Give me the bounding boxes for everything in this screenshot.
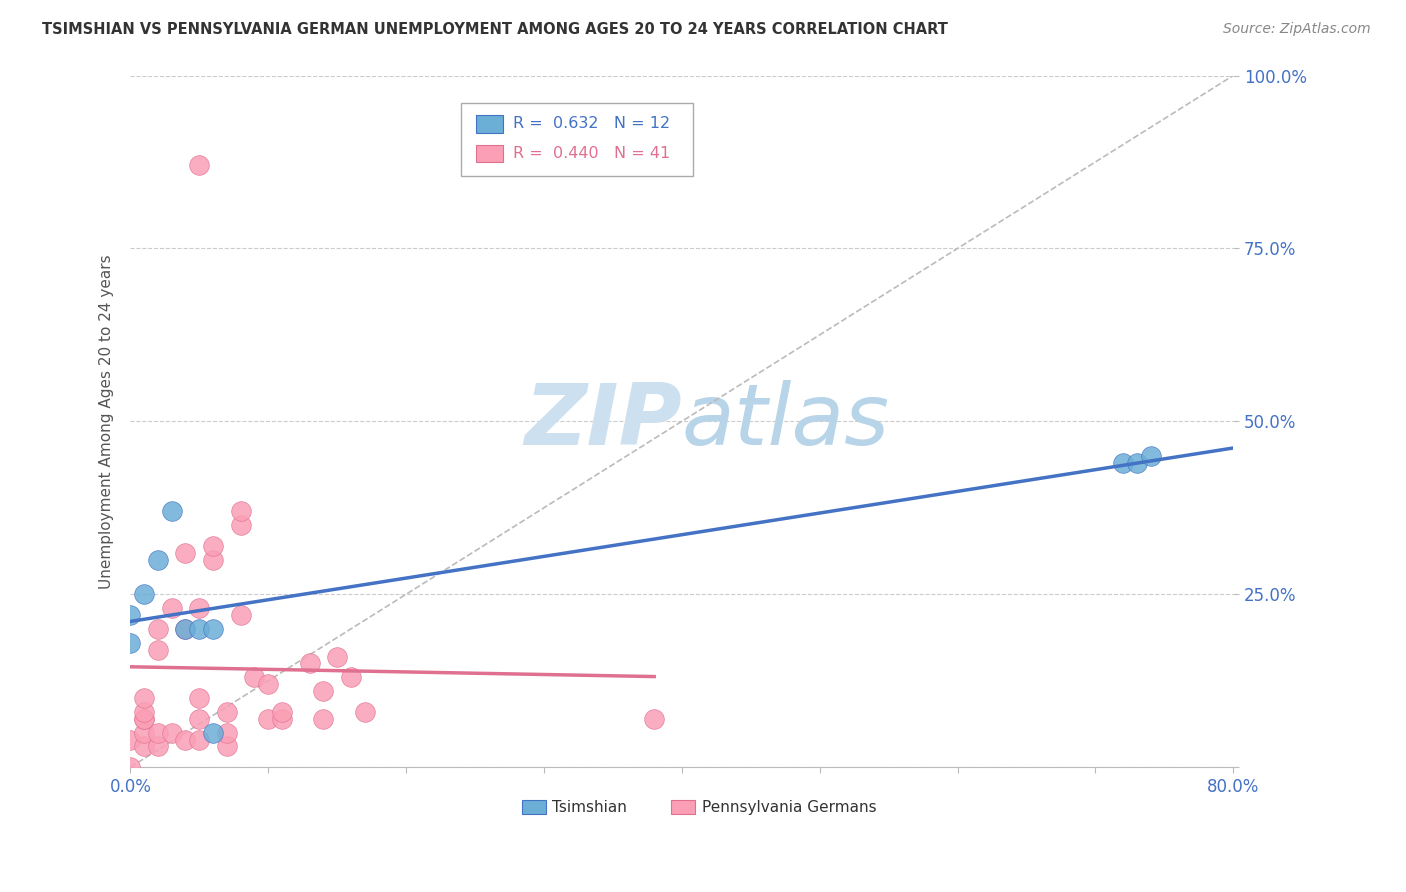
FancyBboxPatch shape <box>671 800 695 814</box>
Point <box>146 739 169 754</box>
Point <box>134 739 156 754</box>
Point <box>188 691 211 706</box>
Point <box>1112 456 1135 470</box>
Point <box>1125 456 1147 470</box>
Point <box>146 552 169 566</box>
Point <box>243 670 266 684</box>
Point <box>174 546 197 560</box>
Point <box>146 622 169 636</box>
Point <box>326 649 349 664</box>
Point <box>229 504 252 518</box>
Point <box>134 691 156 706</box>
Text: Tsimshian: Tsimshian <box>551 800 627 815</box>
FancyBboxPatch shape <box>522 800 546 814</box>
Point <box>120 608 142 623</box>
Point <box>120 636 142 650</box>
Point <box>229 608 252 623</box>
FancyBboxPatch shape <box>475 145 503 162</box>
Point <box>202 539 225 553</box>
Point <box>202 552 225 566</box>
Point <box>271 705 294 719</box>
Text: Pennsylvania Germans: Pennsylvania Germans <box>702 800 876 815</box>
Point <box>340 670 363 684</box>
Point <box>146 725 169 739</box>
Point <box>188 712 211 726</box>
Point <box>298 657 321 671</box>
Point <box>134 705 156 719</box>
FancyBboxPatch shape <box>461 103 693 176</box>
Point <box>215 725 238 739</box>
FancyBboxPatch shape <box>475 115 503 133</box>
Text: R =  0.440   N = 41: R = 0.440 N = 41 <box>513 146 671 161</box>
Point <box>188 158 211 172</box>
Point <box>146 642 169 657</box>
Point <box>188 622 211 636</box>
Point <box>188 601 211 615</box>
Point <box>160 504 183 518</box>
Point <box>174 732 197 747</box>
Point <box>134 712 156 726</box>
Point <box>174 622 197 636</box>
Point <box>188 732 211 747</box>
Point <box>1139 449 1161 463</box>
Point <box>134 587 156 601</box>
Point <box>353 705 375 719</box>
Text: atlas: atlas <box>682 380 890 463</box>
Point <box>134 712 156 726</box>
Point <box>271 712 294 726</box>
Point <box>120 732 142 747</box>
Point <box>643 712 665 726</box>
Point <box>160 601 183 615</box>
Point <box>215 705 238 719</box>
Text: TSIMSHIAN VS PENNSYLVANIA GERMAN UNEMPLOYMENT AMONG AGES 20 TO 24 YEARS CORRELAT: TSIMSHIAN VS PENNSYLVANIA GERMAN UNEMPLO… <box>42 22 948 37</box>
Text: ZIP: ZIP <box>524 380 682 463</box>
Point <box>160 725 183 739</box>
Text: Source: ZipAtlas.com: Source: ZipAtlas.com <box>1223 22 1371 37</box>
Text: R =  0.632   N = 12: R = 0.632 N = 12 <box>513 117 671 131</box>
Point <box>312 684 335 698</box>
Point <box>134 725 156 739</box>
Y-axis label: Unemployment Among Ages 20 to 24 years: Unemployment Among Ages 20 to 24 years <box>100 254 114 589</box>
Point <box>120 760 142 774</box>
Point <box>202 622 225 636</box>
Point <box>215 739 238 754</box>
Point <box>174 622 197 636</box>
Point <box>202 725 225 739</box>
Point <box>257 712 280 726</box>
Point <box>312 712 335 726</box>
Point <box>257 677 280 691</box>
Point <box>229 518 252 533</box>
